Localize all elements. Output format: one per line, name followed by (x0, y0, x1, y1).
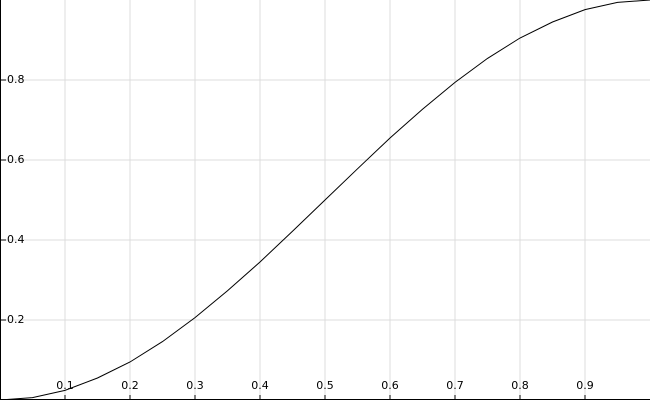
y-tick-label: 0.4 (7, 233, 25, 246)
x-tick-label: 0.8 (511, 379, 529, 392)
x-tick-label: 0.5 (316, 379, 334, 392)
y-tick-label: 0.8 (7, 73, 25, 86)
x-tick-label: 0.4 (251, 379, 269, 392)
x-tick-label: 0.7 (446, 379, 464, 392)
x-tick-label: 0.2 (121, 379, 139, 392)
x-tick-label: 0.3 (186, 379, 204, 392)
x-tick-label: 0.6 (381, 379, 399, 392)
y-tick-label: 0.2 (7, 313, 25, 326)
y-tick-label: 0.6 (7, 153, 25, 166)
x-tick-label: 0.9 (576, 379, 594, 392)
